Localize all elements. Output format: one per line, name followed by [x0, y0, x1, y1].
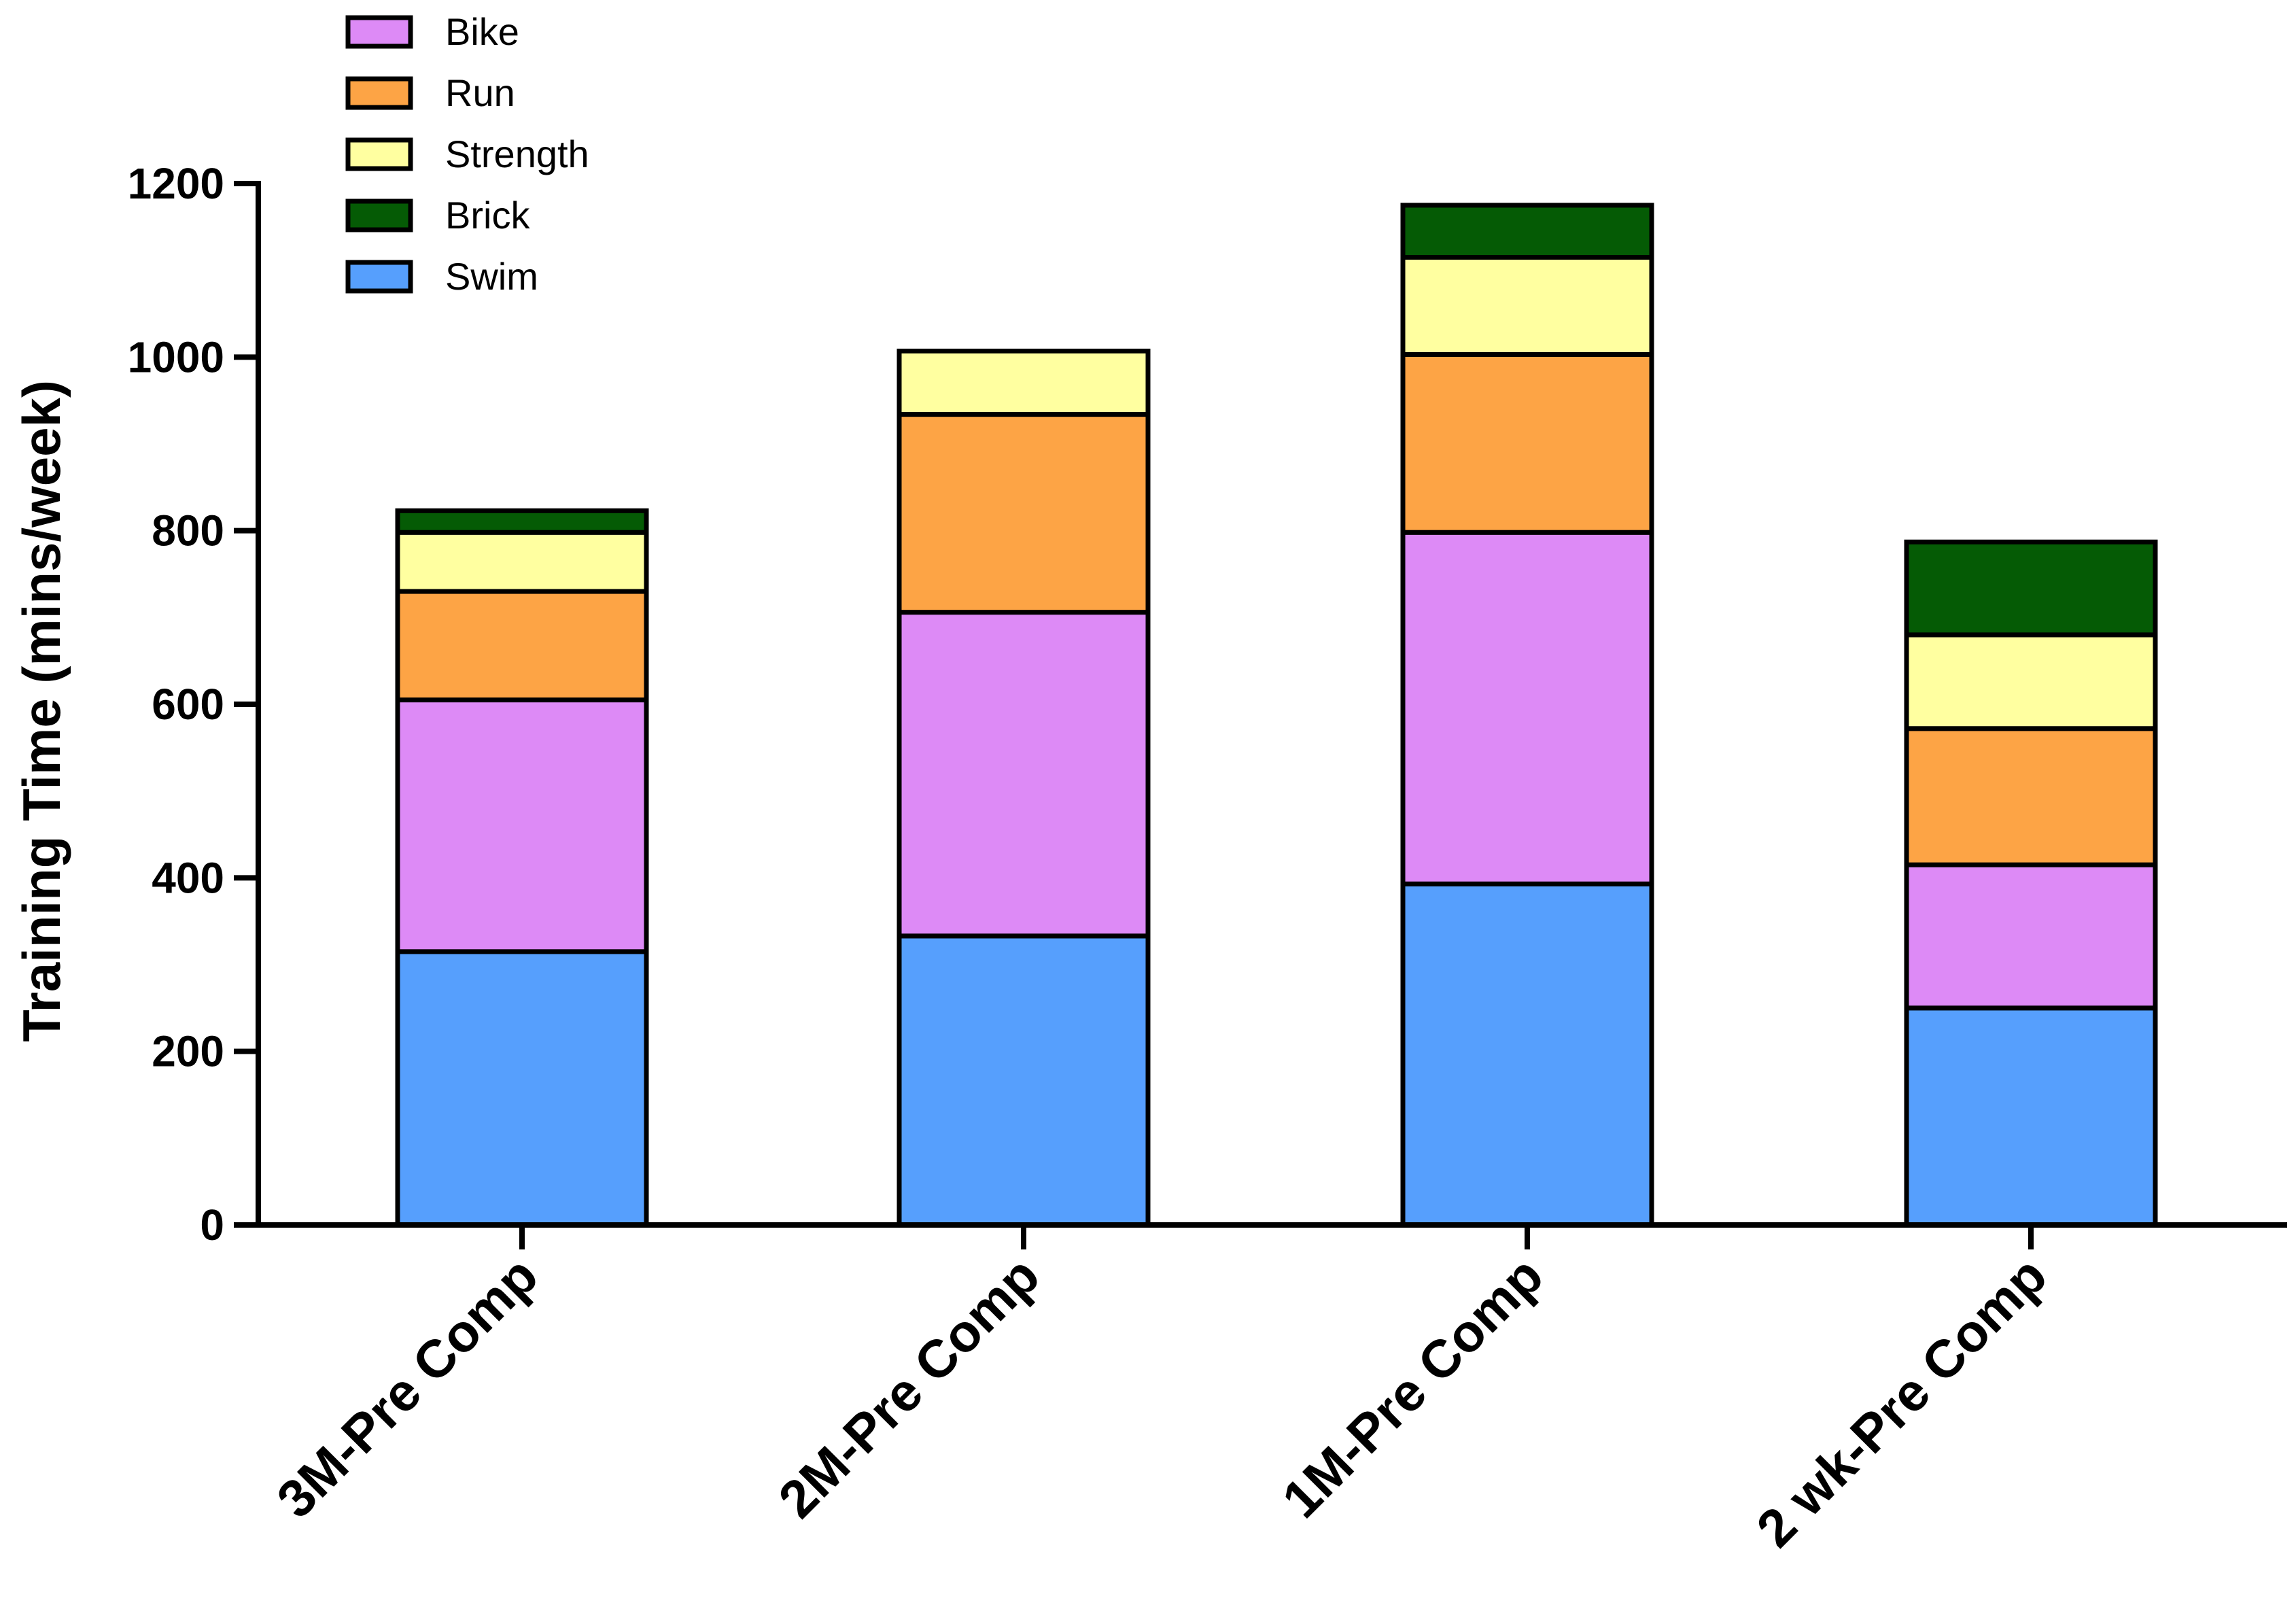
y-tick-label: 400 [152, 853, 224, 902]
x-category-label: 1M-Pre Comp [1270, 1245, 1554, 1530]
legend-item-swim: Swim [345, 255, 538, 298]
bar-stack [1904, 539, 2158, 1228]
bar-segment-strength [395, 530, 649, 594]
bar-segment-bike [395, 697, 649, 954]
legend-item-run: Run [345, 71, 515, 114]
bar-segment-run [1904, 726, 2158, 867]
legend-item-bike: Bike [345, 10, 519, 53]
bar-segment-run [1400, 352, 1654, 535]
bar-segment-bike [897, 610, 1151, 939]
legend-label: Bike [445, 10, 519, 53]
bar-segment-bike [1400, 530, 1654, 886]
legend-swatch [345, 15, 413, 49]
x-category-label: 3M-Pre Comp [265, 1245, 549, 1530]
bar-segment-brick [1400, 203, 1654, 260]
legend-swatch [345, 76, 413, 110]
x-category-label: 2 wk-Pre Comp [1745, 1245, 2058, 1559]
y-tick-label: 0 [200, 1200, 224, 1249]
bar-segment-strength [897, 348, 1151, 417]
bar-stack [897, 348, 1151, 1228]
bars [395, 203, 2158, 1228]
y-tick-label: 1200 [128, 159, 224, 208]
bar-stack [395, 508, 649, 1228]
legend-swatch [345, 198, 413, 232]
legend: Bike Run Strength Brick Swim [345, 10, 589, 298]
y-tick-label: 1000 [128, 332, 224, 381]
legend-swatch [345, 137, 413, 171]
bar-stack [1400, 203, 1654, 1228]
y-ticks: 0 200 400 600 800 1000 1200 [128, 159, 258, 1249]
x-ticks: 3M-Pre Comp 2M-Pre Comp 1M-Pre Comp 2 wk-Pr… [265, 1225, 2058, 1558]
legend-label: Brick [445, 194, 530, 237]
bar-segment-swim [897, 933, 1151, 1228]
legend-item-brick: Brick [345, 194, 530, 237]
y-axis-title: Training Time (mins/week) [12, 380, 71, 1042]
bar-segment-swim [1904, 1005, 2158, 1228]
legend-swatch [345, 260, 413, 294]
y-tick-label: 800 [152, 506, 224, 555]
bar-segment-brick [1904, 539, 2158, 638]
y-tick-label: 200 [152, 1027, 224, 1076]
bar-segment-brick [395, 508, 649, 535]
legend-label: Run [445, 71, 515, 114]
bar-segment-swim [395, 949, 649, 1228]
legend-label: Strength [445, 133, 589, 175]
bar-segment-bike [1904, 862, 2158, 1011]
legend-label: Swim [445, 255, 538, 298]
y-tick-label: 600 [152, 680, 224, 729]
bar-segment-swim [1400, 881, 1654, 1228]
legend-item-strength: Strength [345, 133, 589, 175]
bar-segment-run [897, 412, 1151, 615]
bar-segment-strength [1904, 632, 2158, 731]
bar-segment-strength [1400, 255, 1654, 358]
x-category-label: 2M-Pre Comp [767, 1245, 1051, 1530]
bar-segment-run [395, 589, 649, 703]
